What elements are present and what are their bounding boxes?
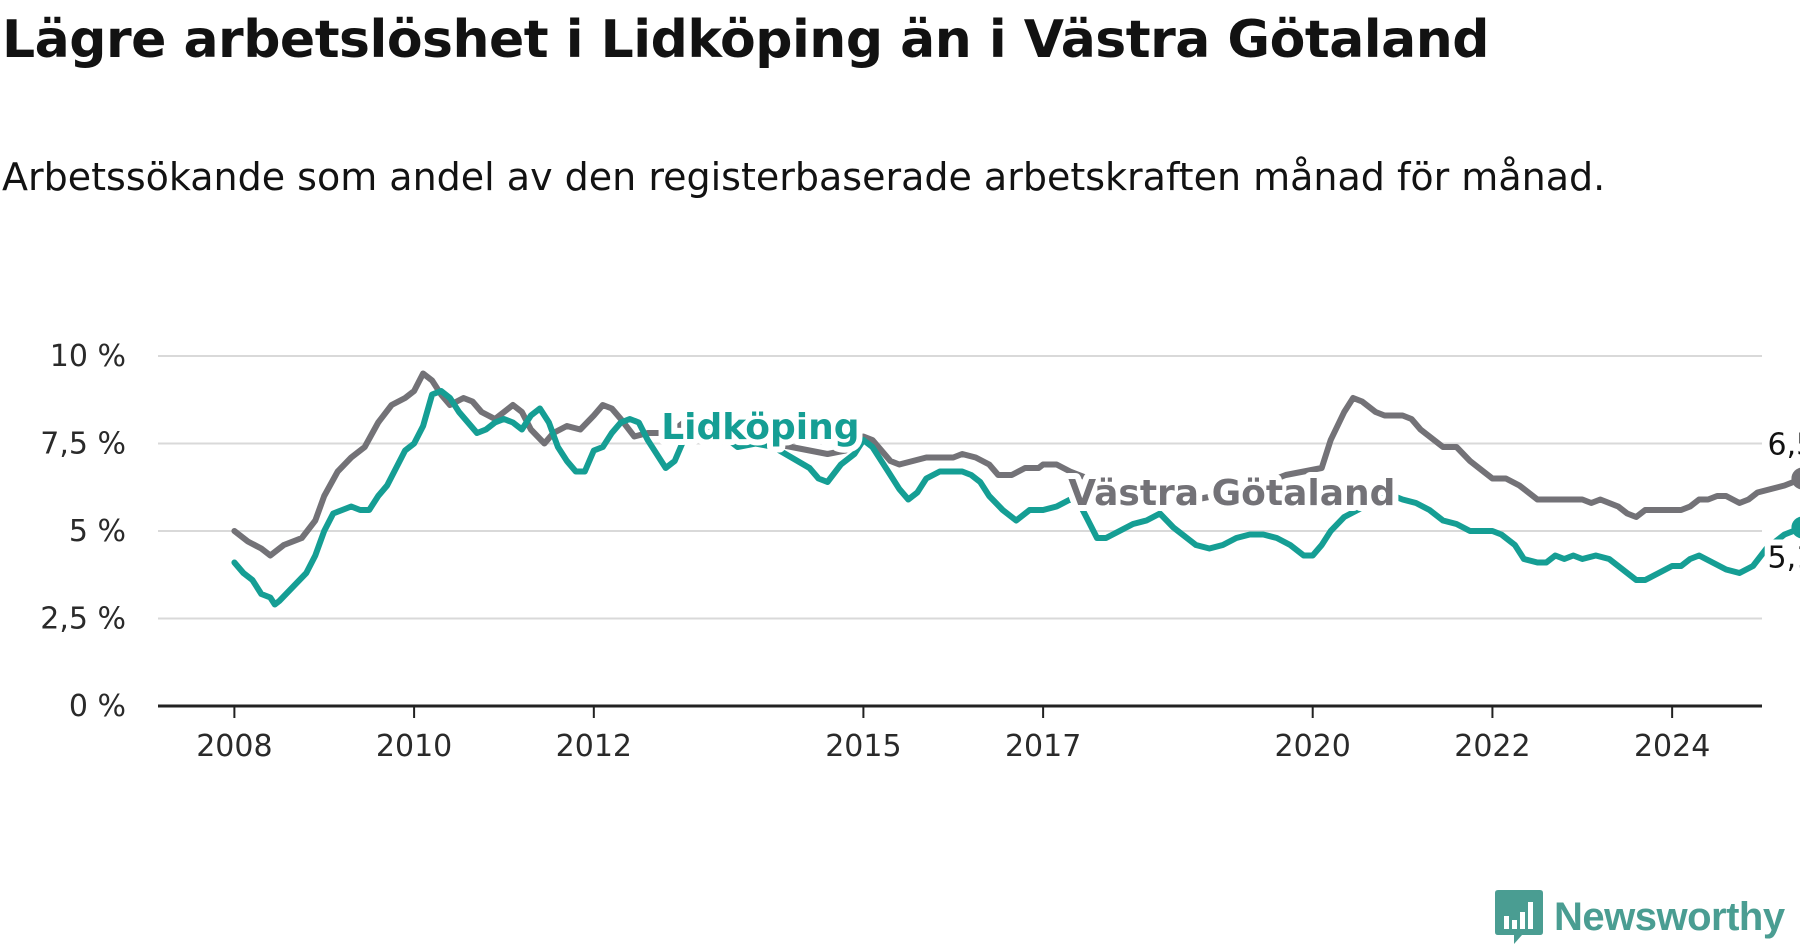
brand-name: Newsworthy (1554, 894, 1785, 939)
newsworthy-logo-icon (1495, 890, 1543, 944)
y-tick-label: 2,5 % (40, 602, 126, 637)
newsworthy-logo: Newsworthy (1494, 888, 1785, 946)
y-tick-label: 0 % (69, 689, 126, 724)
chart-subtitle: Arbetssökande som andel av den registerb… (2, 155, 1606, 199)
series-label-lidkoping-halo: Lidköping (661, 407, 859, 448)
y-axis-ticks: 0 % 2,5 % 5 % 7,5 % 10 % (40, 339, 126, 724)
y-tick-label: 7,5 % (40, 427, 126, 462)
end-label-lidkoping: 5,1 % (1768, 541, 1800, 576)
series-lines (231, 370, 1800, 608)
end-label-vastra-halo: 6,5 % (1768, 428, 1800, 463)
end-label-lidkoping-halo: 5,1 % (1768, 541, 1800, 576)
series-label-vastra-halo: Västra Götaland (1068, 473, 1395, 514)
series-label-lidkoping: Lidköping (661, 407, 859, 448)
end-point-vastra (1791, 467, 1800, 490)
series-line-vastra (231, 370, 1800, 559)
x-tick-label: 2022 (1454, 729, 1530, 764)
series-line-lidkoping (231, 388, 1800, 608)
x-tick-label: 2010 (376, 729, 452, 764)
x-tick-label: 2020 (1275, 729, 1351, 764)
y-tick-label: 5 % (69, 514, 126, 549)
x-tick-label: 2024 (1634, 729, 1710, 764)
x-tick-label: 2012 (556, 729, 632, 764)
x-tick-label: 2017 (1005, 729, 1081, 764)
x-tick-label: 2008 (196, 729, 272, 764)
gridlines (158, 355, 1762, 708)
y-tick-label: 10 % (50, 339, 126, 374)
x-tick-label: 2015 (825, 729, 901, 764)
x-axis-ticks: 2008 2010 2012 2015 2017 2020 2022 2024 (196, 706, 1710, 764)
chart-title: Lägre arbetslöshet i Lidköping än i Väst… (2, 10, 1489, 70)
series-label-vastra: Västra Götaland (1068, 473, 1395, 514)
end-label-vastra: 6,5 % (1768, 428, 1800, 463)
end-point-lidkoping (1791, 516, 1800, 539)
